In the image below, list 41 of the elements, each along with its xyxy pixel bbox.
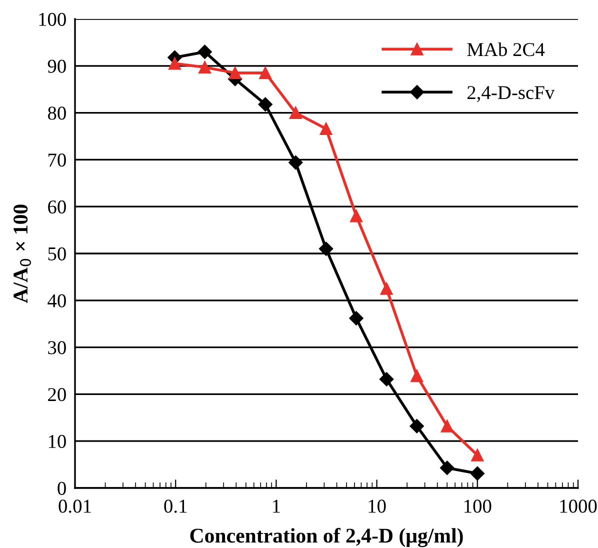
y-tick-label: 60 bbox=[48, 200, 66, 214]
point bbox=[258, 97, 272, 112]
point bbox=[198, 61, 212, 74]
y-tick-label: 70 bbox=[48, 154, 66, 167]
y-tick-label: 30 bbox=[48, 341, 66, 354]
point bbox=[410, 370, 424, 382]
point bbox=[198, 44, 212, 59]
point bbox=[288, 155, 303, 170]
y-tick-label: 40 bbox=[48, 294, 66, 308]
y-tick-label: 100 bbox=[39, 12, 66, 26]
point bbox=[471, 448, 484, 462]
legend-label: 2,4-D-scFv bbox=[467, 86, 555, 102]
x-axis-title: Concentration of 2,4-D (μg/ml) bbox=[190, 528, 463, 548]
point bbox=[289, 106, 302, 120]
legend-label: MAb 2C4 bbox=[467, 42, 545, 56]
x-tick-label: 1 bbox=[273, 500, 280, 513]
point bbox=[320, 122, 332, 135]
point bbox=[410, 419, 424, 434]
point bbox=[380, 282, 393, 295]
x-tick-label: 10 bbox=[368, 500, 386, 513]
point bbox=[228, 66, 242, 80]
x-tick-label: 1000 bbox=[560, 500, 597, 513]
x-tick-label: 0.01 bbox=[58, 500, 91, 513]
point bbox=[168, 57, 181, 70]
point bbox=[349, 311, 364, 326]
y-tick-label: 90 bbox=[48, 60, 66, 73]
y-tick-label: 10 bbox=[48, 434, 66, 448]
y-axis-title: A/A$_{0}$ × 100 bbox=[14, 204, 32, 304]
y-tick-label: 20 bbox=[48, 388, 66, 402]
x-tick-label: 0.1 bbox=[164, 500, 187, 513]
point bbox=[350, 210, 363, 222]
x-tick-label: 100 bbox=[464, 500, 492, 513]
point bbox=[470, 466, 484, 481]
point bbox=[379, 372, 394, 386]
point bbox=[440, 460, 454, 475]
point bbox=[259, 66, 272, 80]
y-tick-label: 0 bbox=[58, 482, 66, 495]
y-tick-label: 80 bbox=[48, 106, 66, 120]
point bbox=[440, 420, 454, 432]
y-tick-label: 50 bbox=[48, 247, 66, 260]
point bbox=[318, 242, 334, 256]
